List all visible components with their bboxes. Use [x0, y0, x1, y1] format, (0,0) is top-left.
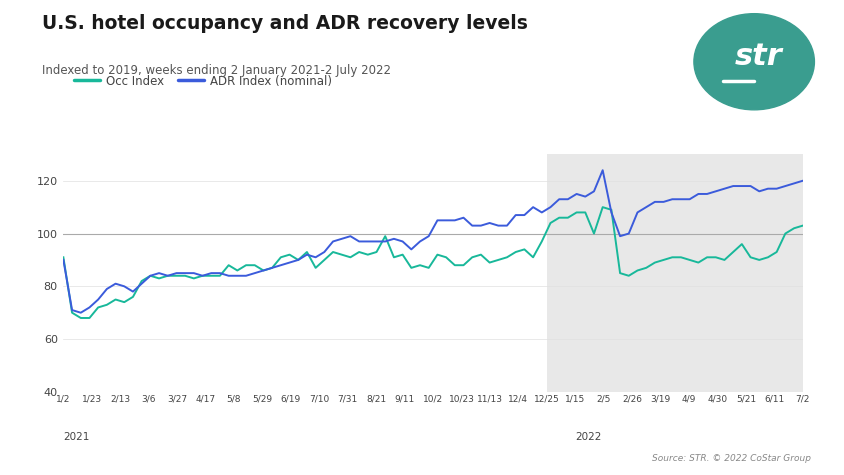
Legend: Occ Index, ADR Index (nominal): Occ Index, ADR Index (nominal): [69, 70, 337, 93]
Text: Source: STR. © 2022 CoStar Group: Source: STR. © 2022 CoStar Group: [652, 454, 810, 463]
Text: 2022: 2022: [575, 432, 601, 442]
Text: 2021: 2021: [63, 432, 89, 442]
Text: U.S. hotel occupancy and ADR recovery levels: U.S. hotel occupancy and ADR recovery le…: [42, 14, 528, 33]
Bar: [546, 154, 802, 392]
Text: str: str: [733, 42, 781, 71]
Text: Indexed to 2019, weeks ending 2 January 2021-2 July 2022: Indexed to 2019, weeks ending 2 January …: [42, 64, 391, 77]
Circle shape: [693, 14, 814, 110]
